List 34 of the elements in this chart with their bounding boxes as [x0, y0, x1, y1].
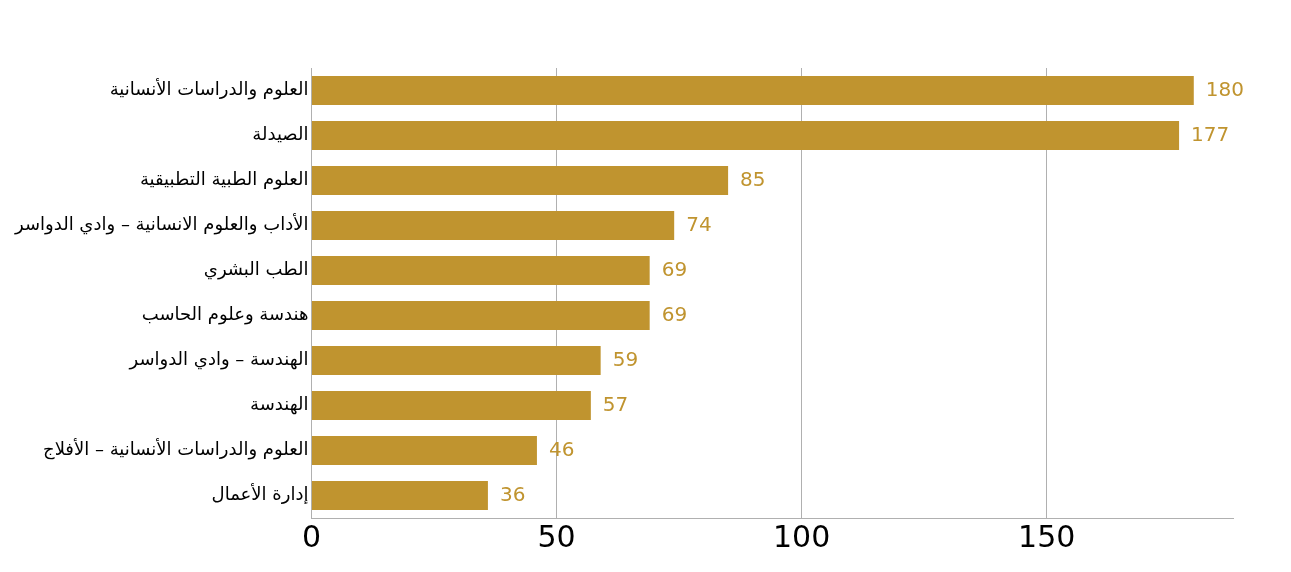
bar: [311, 391, 591, 420]
y-tick-label: الأداب والعلوم الانسانية – وادي الدواسر: [14, 213, 309, 236]
bar: [311, 166, 729, 195]
data-label: 69: [661, 301, 688, 326]
bar: [311, 346, 601, 375]
y-tick-label: العلوم الطبية التطبيقية: [139, 168, 309, 191]
y-tick-label: الهندسة: [250, 393, 309, 416]
data-label: 59: [612, 346, 639, 371]
data-label: 177: [1191, 121, 1230, 146]
y-tick-label: الهندسة – وادي الدواسر: [128, 348, 309, 371]
data-label: 74: [686, 211, 712, 236]
data-label: 57: [602, 391, 629, 416]
bar: [311, 256, 650, 285]
data-label: 180: [1205, 76, 1244, 101]
y-tick-label: هندسة وعلوم الحاسب: [141, 303, 309, 326]
y-tick-label: الصيدلة: [252, 123, 309, 145]
bar: [311, 301, 650, 330]
bar: [311, 121, 1180, 150]
bar: [311, 76, 1194, 105]
bar: [311, 436, 537, 465]
y-tick-label: العلوم والدراسات الأنسانية – الأفلاج: [43, 438, 309, 461]
x-tick-label: 150: [1018, 518, 1076, 554]
bar: [311, 481, 488, 510]
data-label: 36: [499, 481, 526, 506]
y-tick-label: إدارة الأعمال: [211, 483, 309, 505]
y-tick-label: الطب البشري: [203, 258, 309, 281]
y-tick-label: العلوم والدراسات الأنسانية: [109, 78, 309, 101]
data-label: 69: [661, 256, 688, 281]
bar: [311, 211, 675, 240]
x-tick-label: 100: [773, 518, 831, 554]
x-tick-label: 50: [537, 518, 576, 554]
data-label: 46: [548, 436, 575, 461]
data-label: 85: [740, 166, 766, 191]
x-tick-label: 0: [301, 518, 321, 554]
